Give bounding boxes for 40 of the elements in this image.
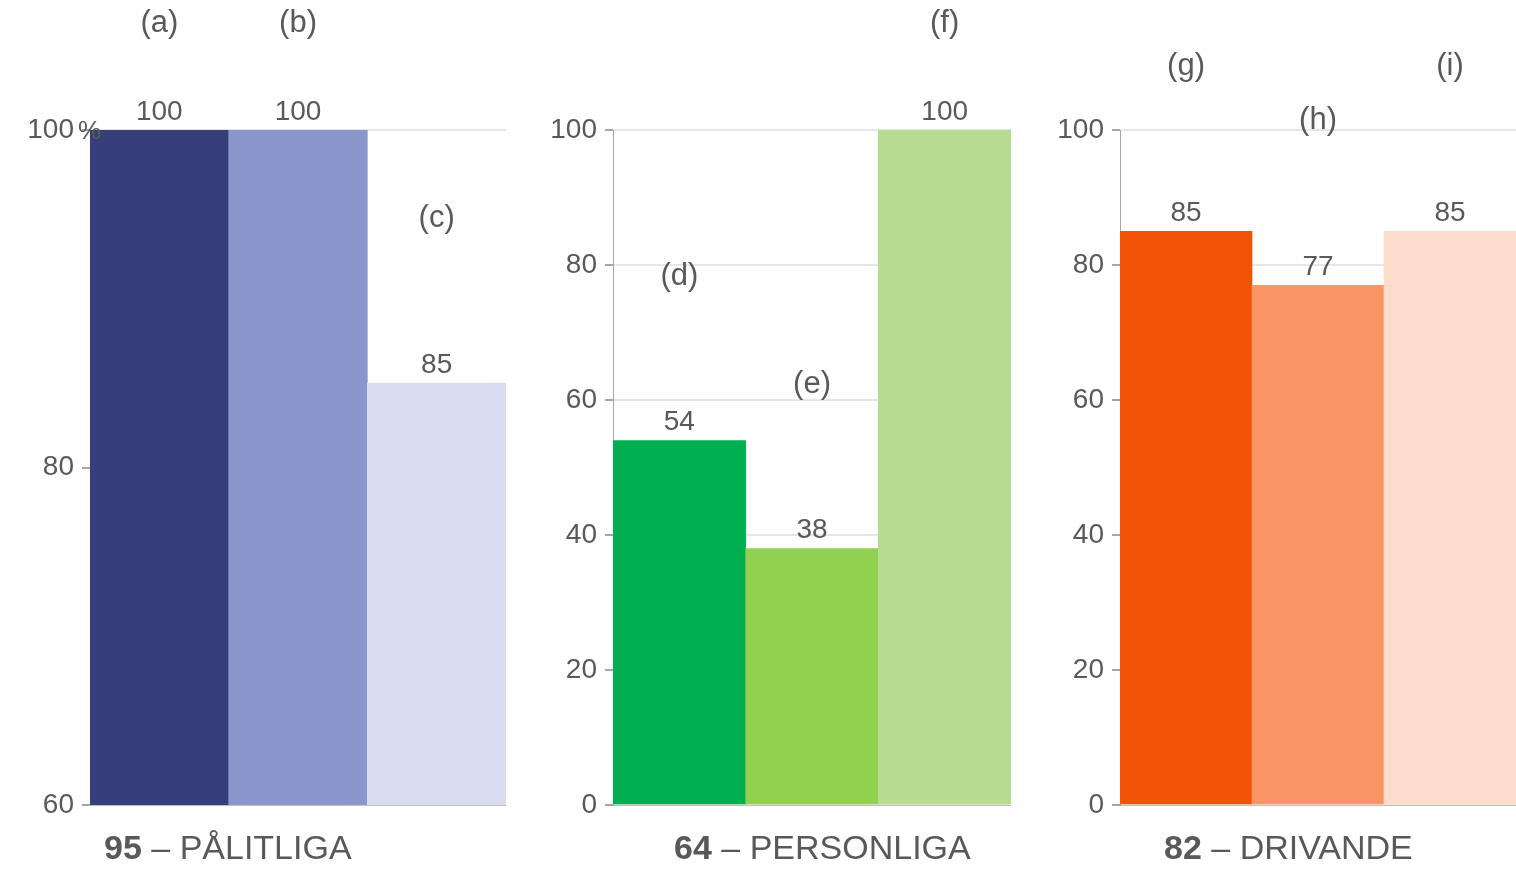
y-axis-title: % — [78, 115, 102, 146]
y-tick-label: 40 — [1072, 517, 1104, 549]
y-tick-label: 100 — [1057, 112, 1104, 144]
y-tick-label: 20 — [565, 652, 597, 684]
data-label: 77 — [1302, 249, 1334, 281]
data-label: 100 — [921, 94, 969, 126]
bar — [878, 130, 1011, 805]
y-tick-label: 60 — [42, 787, 74, 819]
data-label: 54 — [663, 405, 695, 437]
annotation: (h) — [1299, 101, 1337, 137]
text: 95 – PÅLITLIGA — [104, 828, 352, 867]
bar — [745, 548, 879, 805]
text: (i) — [1436, 47, 1464, 83]
data-label: 85 — [1434, 195, 1466, 227]
y-tick-label: 60 — [1072, 382, 1104, 414]
data-label: 85 — [1170, 195, 1202, 227]
text: (a) — [140, 4, 179, 40]
annotation: (e) — [793, 364, 831, 400]
bar — [613, 440, 746, 805]
data-label: 38 — [796, 513, 828, 545]
y-tick-label: 60 — [565, 382, 597, 414]
text: (b) — [279, 4, 317, 40]
text: 82 – DRIVANDE — [1164, 828, 1413, 867]
text: (f) — [930, 4, 960, 40]
y-tick-label: 0 — [581, 787, 597, 819]
y-tick-label: 20 — [1072, 652, 1104, 684]
y-tick-label: 80 — [565, 247, 597, 279]
text: 64 – PERSONLIGA — [674, 828, 971, 867]
data-label: 100 — [135, 94, 183, 126]
y-tick-label: 100 — [27, 112, 74, 144]
annotation: (d) — [660, 256, 699, 292]
annotation: (c) — [418, 199, 455, 235]
text: (g) — [1167, 47, 1205, 83]
y-tick-label: 80 — [1072, 247, 1104, 279]
y-tick-label: 100 — [550, 112, 597, 144]
y-tick-label: 0 — [1088, 787, 1104, 819]
y-tick-label: 80 — [42, 450, 74, 482]
data-label: 85 — [421, 347, 453, 379]
y-tick-label: 40 — [565, 517, 597, 549]
data-label: 100 — [274, 94, 322, 126]
